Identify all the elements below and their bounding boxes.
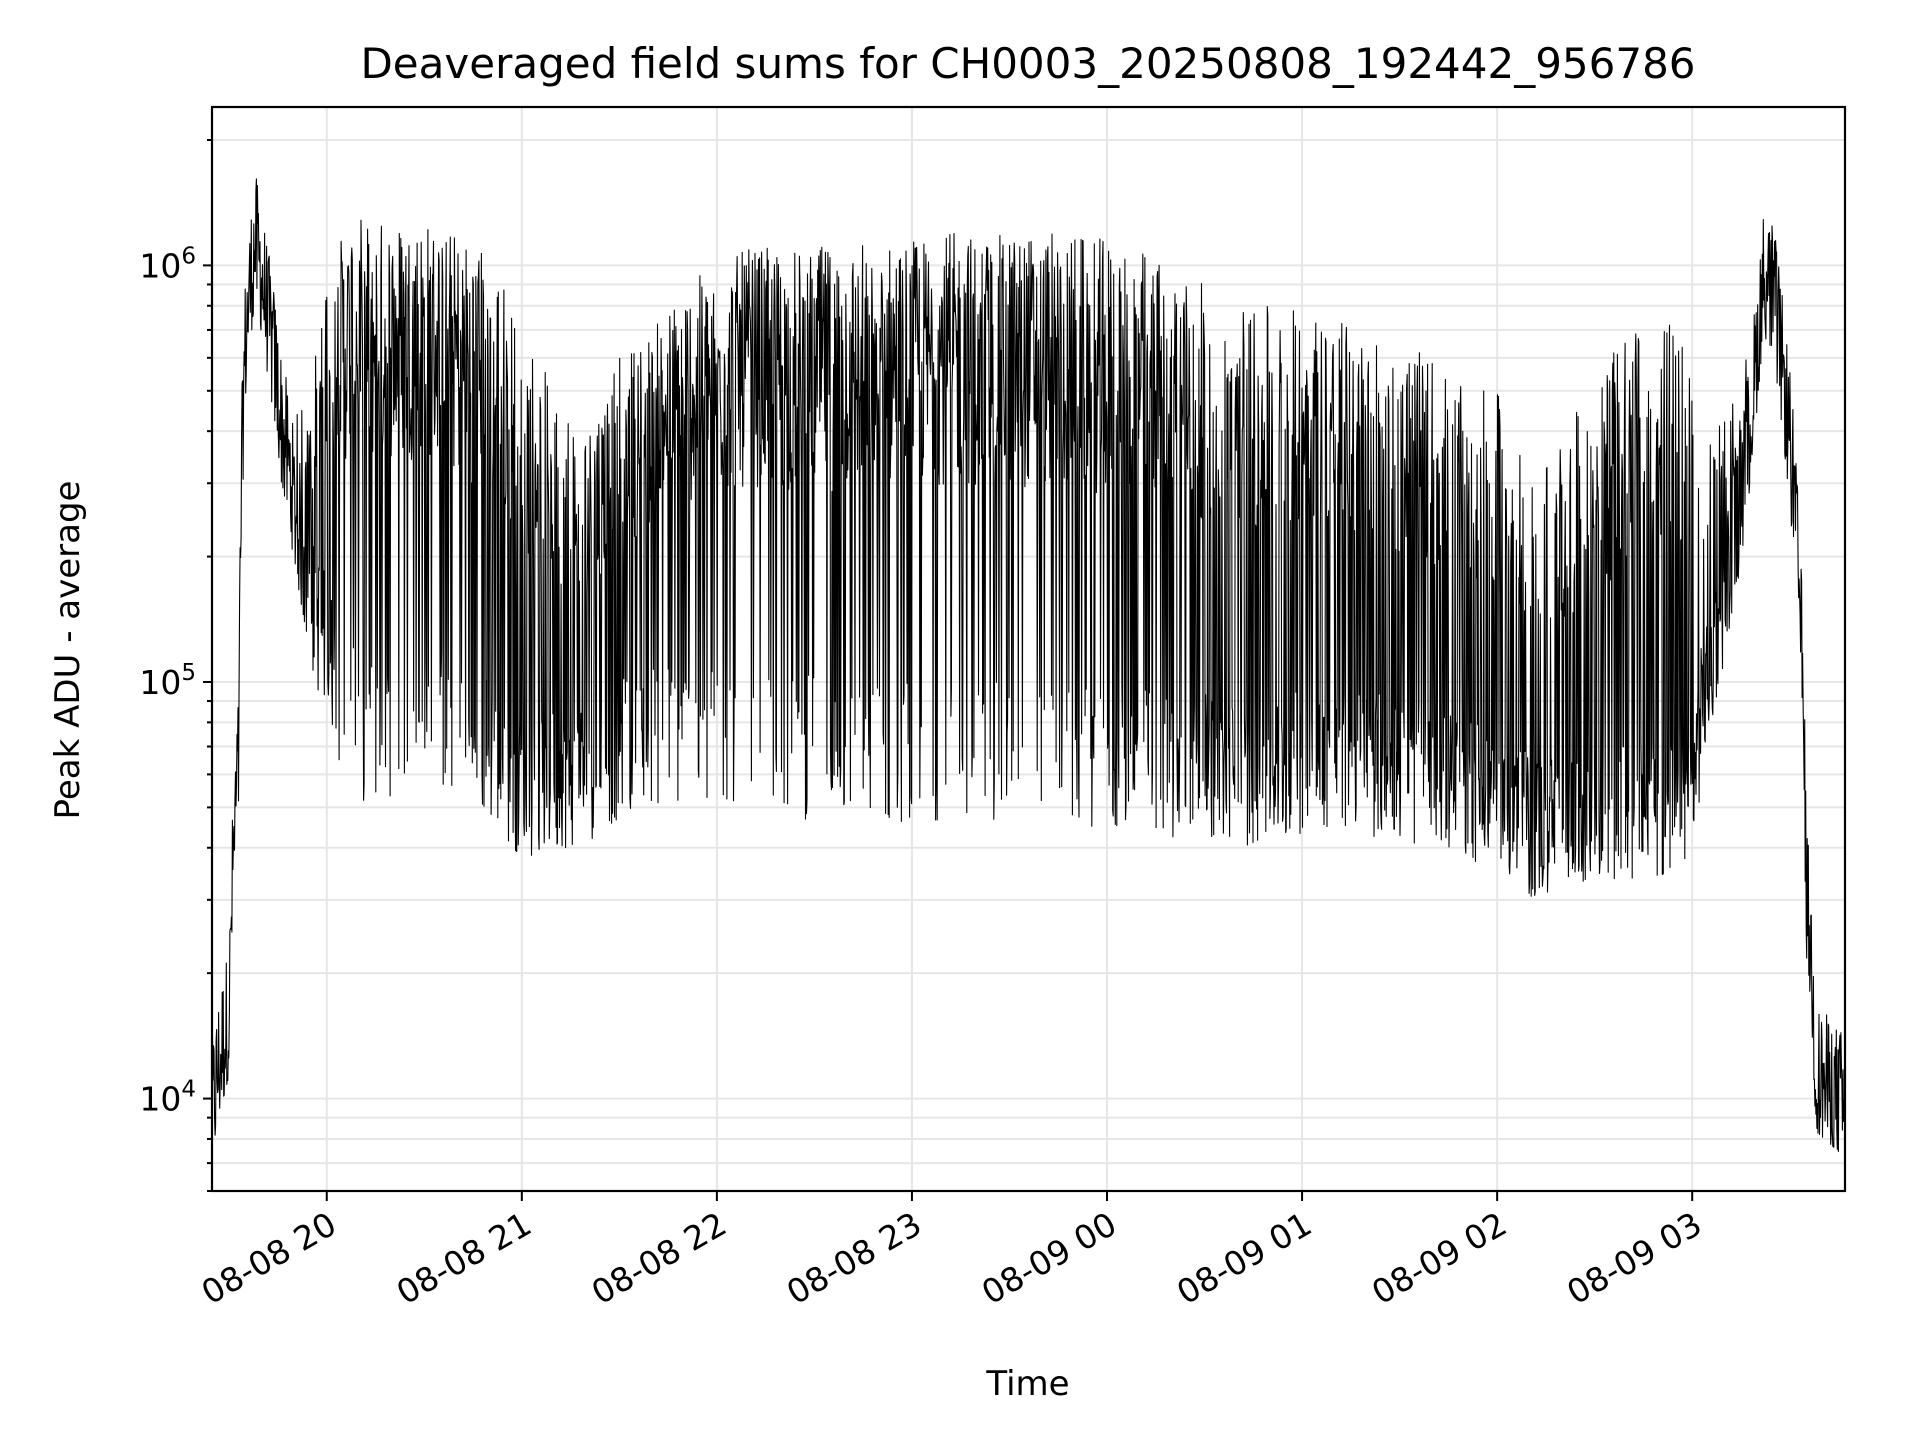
y-tick-label-exponent: 5 xyxy=(181,660,196,686)
series-layer xyxy=(211,178,1846,1153)
x-axis-label: Time xyxy=(985,1364,1069,1404)
y-tick-label-exponent: 4 xyxy=(181,1077,196,1103)
y-tick-label: 104 xyxy=(139,1077,196,1119)
y-tick-label: 105 xyxy=(139,660,196,702)
y-tick-label-base: 10 xyxy=(139,1080,181,1119)
y-tick-label-base: 10 xyxy=(139,663,181,702)
y-tick-label: 106 xyxy=(139,243,196,285)
y-tick-label-base: 10 xyxy=(139,246,181,285)
plot-frame xyxy=(210,105,1847,1193)
y-tick-label-exponent: 6 xyxy=(181,243,196,269)
y-axis-label: Peak ADU - average xyxy=(48,481,88,820)
chart-title: Deaveraged field sums for CH0003_2025080… xyxy=(360,39,1695,88)
series-line xyxy=(211,178,1846,1153)
